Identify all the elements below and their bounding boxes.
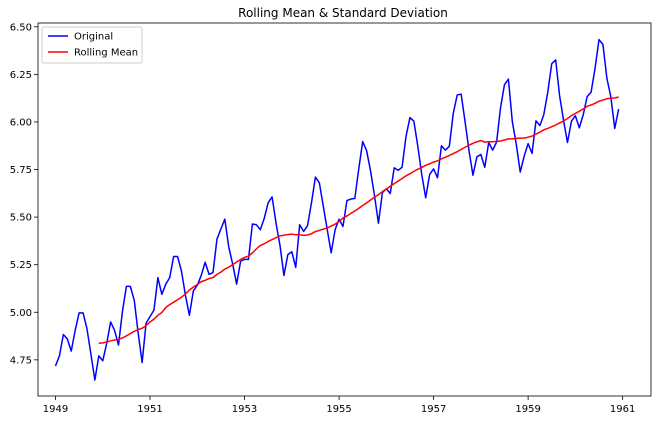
x-tick-label: 1955 <box>326 404 351 415</box>
series-layer <box>54 38 620 381</box>
y-tick-label: 6.00 <box>10 117 32 128</box>
y-tick-label: 5.75 <box>10 165 32 176</box>
legend-rolling-mean-label: Rolling Mean <box>74 48 138 59</box>
y-tick-label: 6.25 <box>10 70 32 81</box>
x-tick-label: 1951 <box>137 404 162 415</box>
y-tick-label: 5.00 <box>10 308 32 319</box>
x-tick-label: 1961 <box>610 404 635 415</box>
x-axis: 1949 1951 1953 1955 1957 1959 1961 <box>43 396 635 415</box>
plot-frame <box>37 22 652 397</box>
y-tick-label: 5.25 <box>10 260 32 271</box>
series-line-rolling-mean <box>98 96 619 345</box>
x-tick-label: 1953 <box>232 404 257 415</box>
chart-title: Rolling Mean & Standard Deviation <box>238 6 448 20</box>
x-tick-label: 1959 <box>515 404 540 415</box>
legend-original-label: Original <box>74 32 113 43</box>
series-line-original <box>54 38 620 381</box>
y-tick-label: 4.75 <box>10 355 32 366</box>
x-tick-label: 1957 <box>421 404 446 415</box>
legend: Original Rolling Mean <box>41 26 143 64</box>
x-tick-label: 1949 <box>43 404 68 415</box>
plot-area <box>38 23 651 396</box>
y-axis: 4.75 5.00 5.25 5.50 5.75 6.00 6.25 6.50 <box>10 22 38 366</box>
y-tick-label: 6.50 <box>10 22 32 33</box>
y-tick-label: 5.50 <box>10 213 32 224</box>
